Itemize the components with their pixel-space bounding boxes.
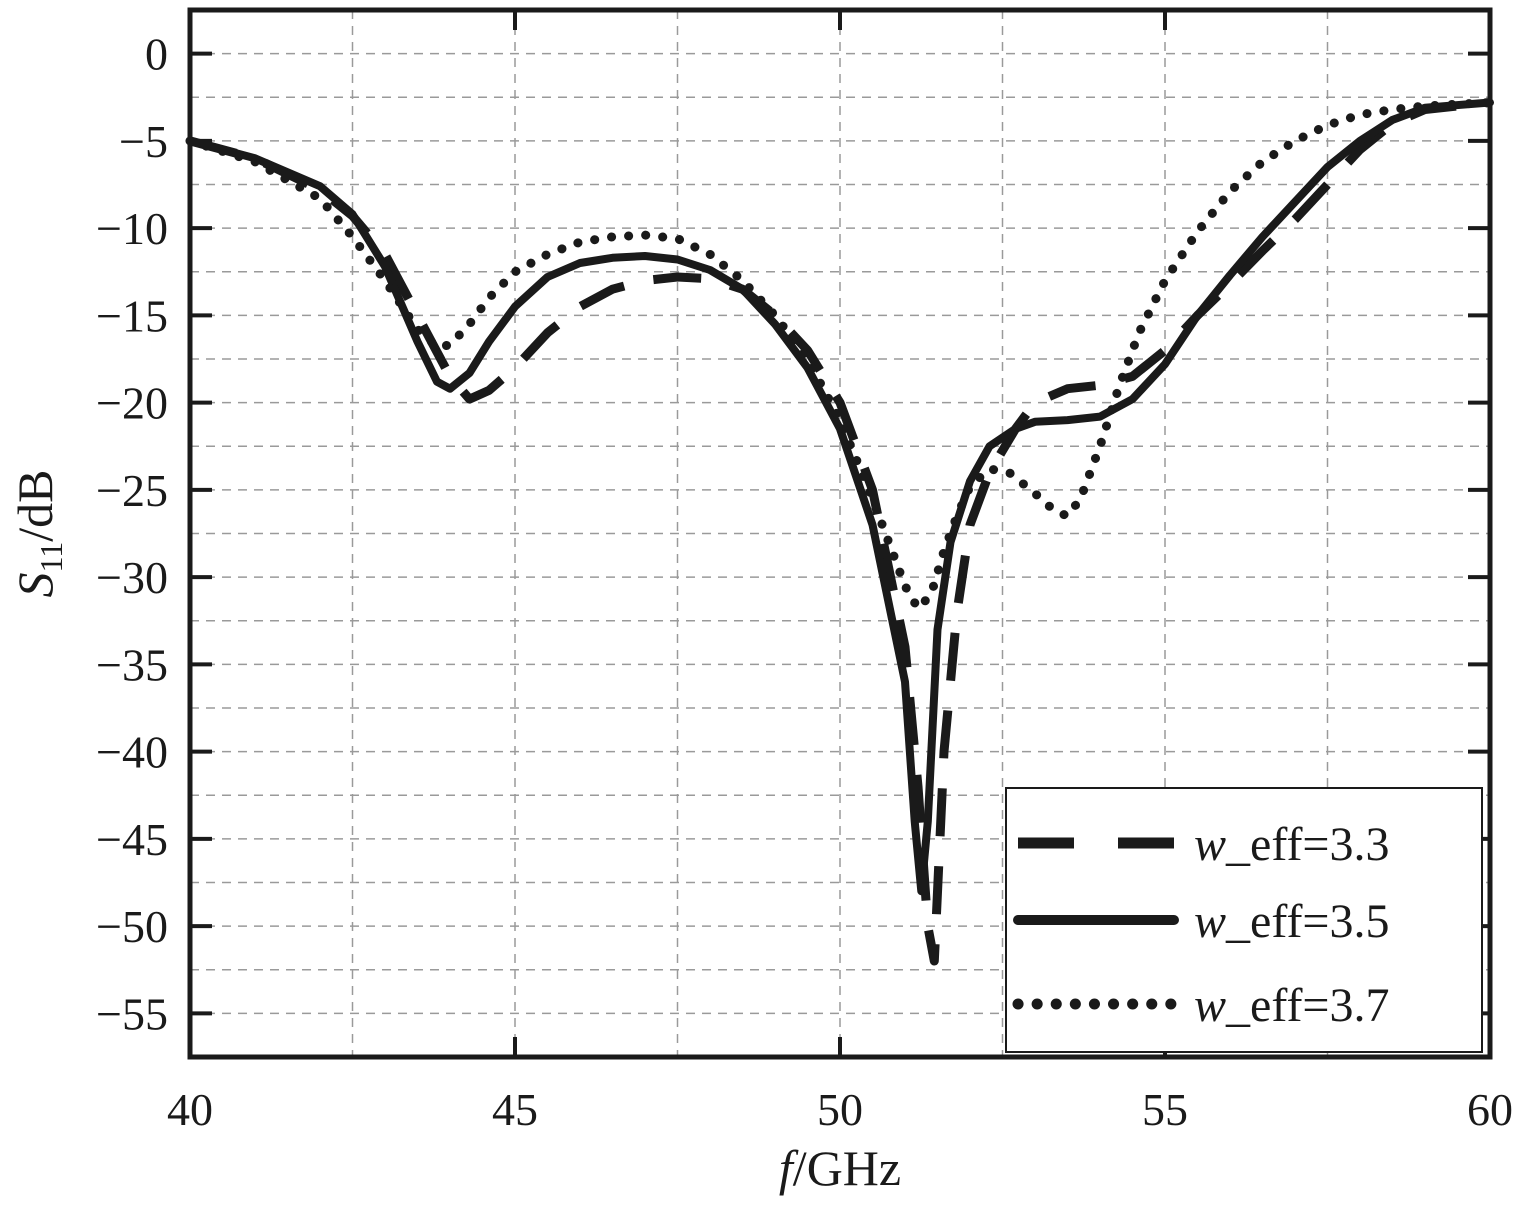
x-axis-title-unit: /GHz [793,1140,901,1196]
x-axis-title: f/GHz [779,1140,901,1196]
y-axis-title: S11/dB [7,469,69,597]
y-tick-label: −55 [96,988,168,1039]
series-line-2 [186,98,1494,896]
x-tick-label: 40 [167,1084,213,1135]
y-axis-title-symbol: S [7,573,63,598]
y-tick-label: −45 [96,814,168,865]
x-tick-labels: 40 45 50 55 60 [167,1084,1513,1135]
legend: w_eff=3.3w_eff=3.5w_eff=3.7 [1005,787,1483,1053]
y-tick-label: −5 [119,116,168,167]
y-tick-label: −40 [96,727,168,778]
y-tick-label: −20 [96,378,168,429]
y-tick-label: −15 [96,290,168,341]
series-line-1 [188,98,1491,966]
legend-label-symbol: w [1194,979,1226,1032]
legend-label-symbol: w [1194,895,1226,948]
x-tick-label: 55 [1142,1084,1188,1135]
x-tick-label: 60 [1467,1084,1513,1135]
y-tick-label: −30 [96,552,168,603]
y-tick-label: −25 [96,465,168,516]
legend-label-value: _eff=3.3 [1225,818,1389,871]
series-lines [185,98,1495,966]
y-axis-title-unit: /dB [7,469,63,541]
y-tick-label: −50 [96,901,168,952]
x-tick-label: 45 [492,1084,538,1135]
legend-label-symbol: w [1194,818,1226,871]
x-tick-label: 50 [817,1084,863,1135]
legend-label-value: _eff=3.5 [1225,895,1389,948]
y-tick-label: −35 [96,639,168,690]
legend-label-3: w_eff=3.7 [1194,979,1390,1032]
legend-label-2: w_eff=3.5 [1194,895,1390,948]
y-axis-title-subscript: 11 [33,542,69,573]
legend-label-1: w_eff=3.3 [1194,818,1390,871]
legend-label-value: _eff=3.7 [1225,979,1389,1032]
y-tick-label: 0 [145,29,168,80]
y-tick-label: −10 [96,203,168,254]
y-tick-labels: 0 −5 −10 −15 −20 −25 −30 −35 −40 −45 −50 −55 [96,29,168,1040]
